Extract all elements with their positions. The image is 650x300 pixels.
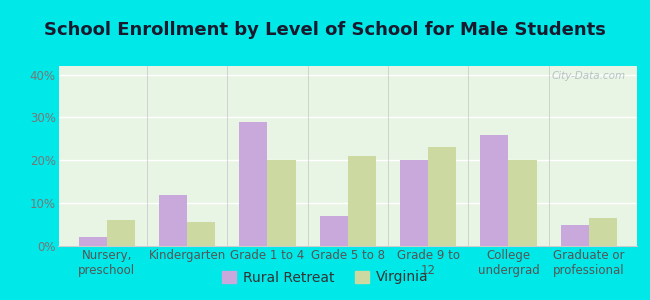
Bar xyxy=(480,135,508,246)
Bar xyxy=(400,160,428,246)
Bar xyxy=(589,218,617,246)
Bar xyxy=(159,195,187,246)
Text: School Enrollment by Level of School for Male Students: School Enrollment by Level of School for… xyxy=(44,21,606,39)
Bar xyxy=(239,122,267,246)
Bar xyxy=(107,220,135,246)
Bar xyxy=(187,222,215,246)
Bar xyxy=(267,160,296,246)
Bar xyxy=(561,225,589,246)
Bar xyxy=(320,216,348,246)
Bar xyxy=(348,156,376,246)
Bar xyxy=(428,147,456,246)
Bar xyxy=(508,160,536,246)
Legend: Rural Retreat, Virginia: Rural Retreat, Virginia xyxy=(216,265,434,290)
Text: City-Data.com: City-Data.com xyxy=(551,71,625,81)
Bar xyxy=(79,237,107,246)
